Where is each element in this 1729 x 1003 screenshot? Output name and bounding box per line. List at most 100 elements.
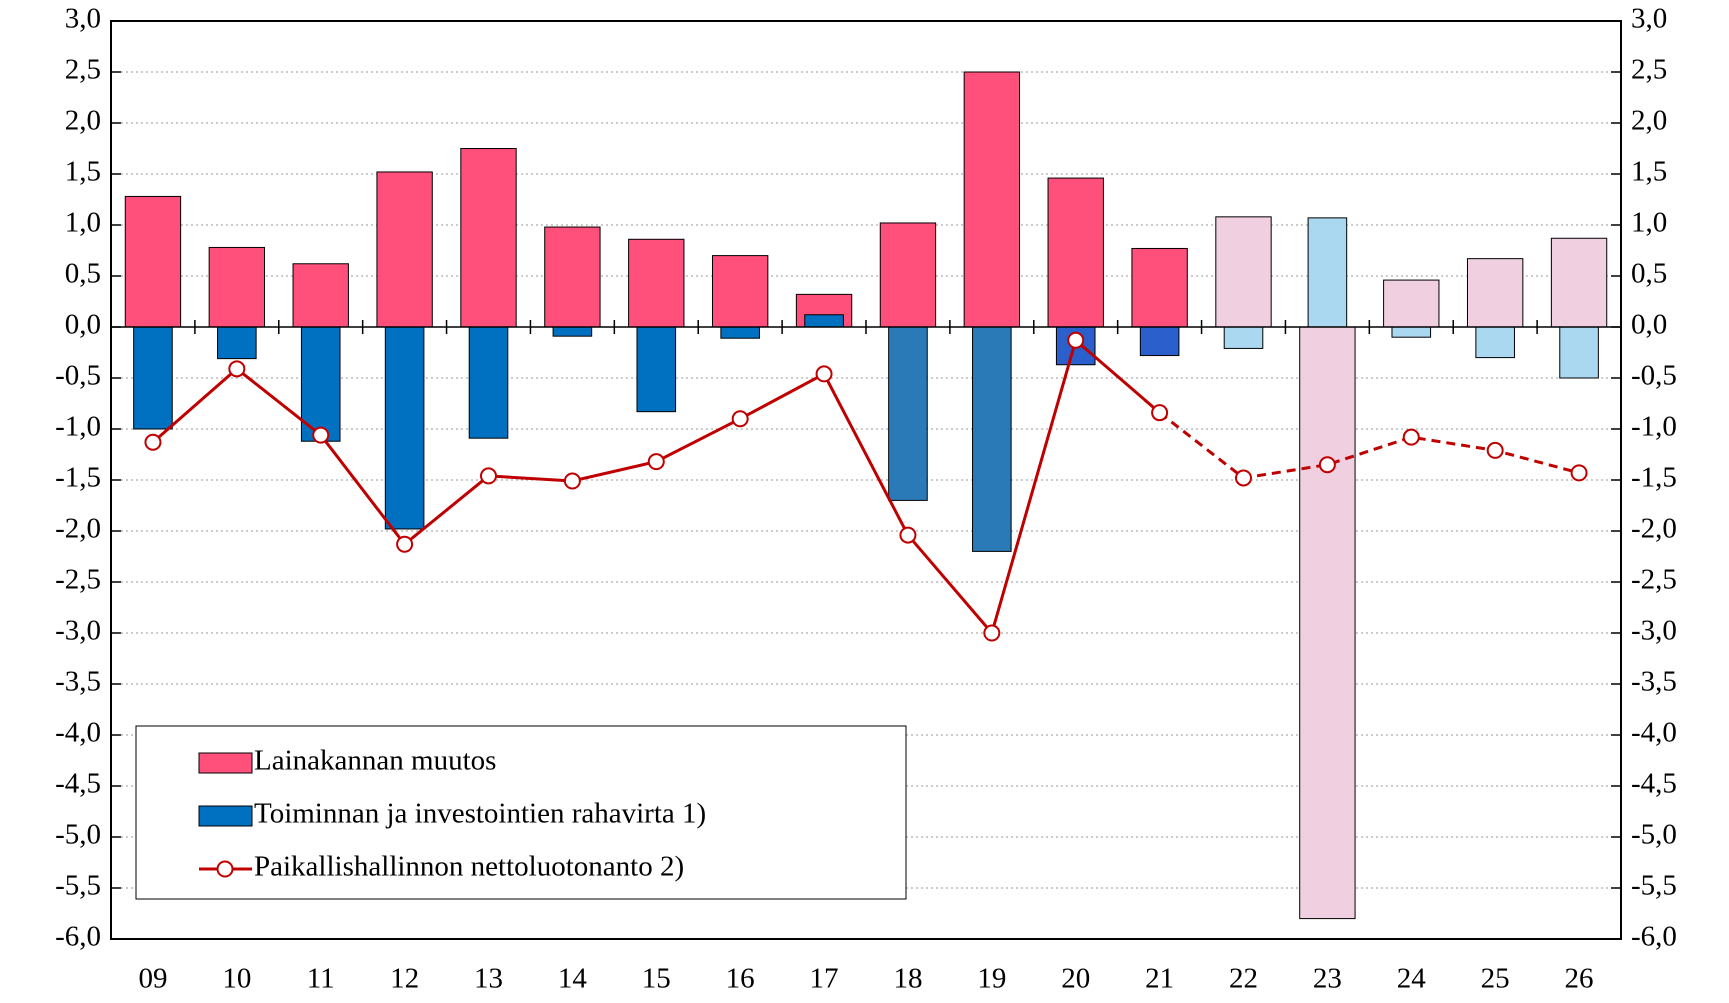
y2-tick-label: -6,0 bbox=[1631, 921, 1677, 953]
line-marker bbox=[1402, 428, 1420, 446]
y2-tick-label: -1,5 bbox=[1631, 462, 1677, 494]
y2-tick-label: -5,5 bbox=[1631, 870, 1677, 902]
x-tick-label: 16 bbox=[726, 963, 755, 995]
y2-tick-label: 0,5 bbox=[1631, 258, 1667, 290]
y2-tick-label: -3,5 bbox=[1631, 666, 1677, 698]
x-tick-label: 13 bbox=[474, 963, 503, 995]
line-marker bbox=[1318, 456, 1336, 474]
y-tick-label: 1,0 bbox=[65, 207, 101, 239]
y-tick-label: -3,0 bbox=[55, 615, 101, 647]
bar bbox=[628, 238, 685, 328]
bar bbox=[972, 326, 1012, 552]
bar bbox=[1299, 326, 1356, 920]
y2-tick-label: -1,0 bbox=[1631, 411, 1677, 443]
bar bbox=[133, 326, 173, 430]
bar bbox=[1559, 326, 1599, 379]
legend-label: Lainakannan muutos bbox=[254, 745, 496, 777]
x-tick-label: 10 bbox=[222, 963, 251, 995]
bar bbox=[1383, 279, 1440, 328]
y-tick-label: -1,0 bbox=[55, 411, 101, 443]
y-tick-label: -5,0 bbox=[55, 819, 101, 851]
bar bbox=[879, 222, 937, 328]
bar bbox=[1391, 326, 1432, 338]
bar bbox=[300, 326, 341, 442]
line-marker bbox=[1235, 469, 1252, 487]
bar bbox=[1223, 326, 1264, 349]
y-tick-label: -0,5 bbox=[55, 360, 101, 392]
bar bbox=[208, 246, 266, 328]
x-tick-label: 09 bbox=[138, 963, 167, 995]
bar bbox=[1047, 177, 1104, 328]
plot-frame bbox=[110, 20, 1622, 940]
line-marker bbox=[144, 433, 162, 451]
line-marker bbox=[1486, 441, 1504, 459]
x-tick-label: 23 bbox=[1313, 963, 1342, 995]
bar bbox=[468, 326, 509, 439]
y-tick-label: 3,0 bbox=[65, 3, 101, 35]
y2-tick-label: 0,0 bbox=[1631, 309, 1667, 341]
bar bbox=[544, 226, 601, 328]
line-marker bbox=[899, 526, 917, 544]
x-tick-label: 26 bbox=[1565, 963, 1594, 995]
line-marker bbox=[1570, 464, 1588, 482]
y-tick-label: -4,5 bbox=[55, 768, 101, 800]
bar bbox=[217, 326, 257, 360]
bar bbox=[376, 171, 433, 328]
bar bbox=[1131, 247, 1188, 328]
x-tick-label: 18 bbox=[893, 963, 922, 995]
legend-label: Toiminnan ja investointien rahavirta 1) bbox=[254, 798, 706, 830]
line-dashed bbox=[1158, 411, 1580, 480]
legend-box bbox=[135, 725, 907, 900]
y2-tick-label: -3,0 bbox=[1631, 615, 1677, 647]
y2-tick-label: 1,0 bbox=[1631, 207, 1667, 239]
bar bbox=[292, 263, 349, 328]
y2-tick-label: 1,5 bbox=[1631, 156, 1667, 188]
y-tick-label: 2,0 bbox=[65, 105, 101, 137]
legend-swatch bbox=[198, 805, 253, 827]
bar bbox=[1139, 326, 1180, 357]
line-marker bbox=[983, 624, 1001, 642]
x-tick-label: 17 bbox=[810, 963, 839, 995]
y-tick-label: -2,0 bbox=[55, 513, 101, 545]
legend-label: Paikallishallinnon nettoluotonanto 2) bbox=[254, 851, 684, 883]
y2-tick-label: -2,0 bbox=[1631, 513, 1677, 545]
line-marker bbox=[480, 467, 497, 485]
bar bbox=[1307, 217, 1348, 328]
x-tick-label: 20 bbox=[1061, 963, 1090, 995]
y2-tick-label: 3,0 bbox=[1631, 3, 1667, 35]
y-tick-label: -2,5 bbox=[55, 564, 101, 596]
bar bbox=[1466, 258, 1524, 328]
line-marker bbox=[815, 365, 833, 383]
y-tick-label: -4,0 bbox=[55, 717, 101, 749]
x-tick-label: 14 bbox=[558, 963, 588, 995]
y2-tick-label: 2,5 bbox=[1631, 54, 1667, 86]
y-tick-label: -1,5 bbox=[55, 462, 101, 494]
y2-tick-label: -2,5 bbox=[1631, 564, 1677, 596]
legend-swatch bbox=[198, 752, 253, 774]
line-marker bbox=[312, 426, 330, 444]
bar bbox=[384, 326, 425, 530]
line-marker bbox=[1151, 404, 1169, 422]
y-tick-label: -6,0 bbox=[55, 921, 101, 953]
bar bbox=[636, 326, 677, 413]
x-tick-label: 24 bbox=[1397, 963, 1427, 995]
x-tick-label: 15 bbox=[642, 963, 671, 995]
x-tick-label: 25 bbox=[1481, 963, 1510, 995]
bar bbox=[124, 195, 182, 328]
bar bbox=[1215, 216, 1272, 328]
x-tick-label: 19 bbox=[977, 963, 1006, 995]
bar bbox=[1475, 326, 1515, 359]
y-tick-label: -5,5 bbox=[55, 870, 101, 902]
bar bbox=[804, 314, 844, 328]
legend-marker bbox=[216, 860, 234, 878]
line-marker bbox=[731, 410, 749, 428]
line-marker bbox=[228, 360, 246, 378]
y-tick-label: 1,5 bbox=[65, 156, 101, 188]
y2-tick-label: 2,0 bbox=[1631, 105, 1667, 137]
y2-tick-label: -4,0 bbox=[1631, 717, 1677, 749]
y2-tick-label: -4,5 bbox=[1631, 768, 1677, 800]
bar bbox=[963, 71, 1021, 328]
bar bbox=[552, 326, 593, 337]
bar bbox=[888, 326, 928, 501]
